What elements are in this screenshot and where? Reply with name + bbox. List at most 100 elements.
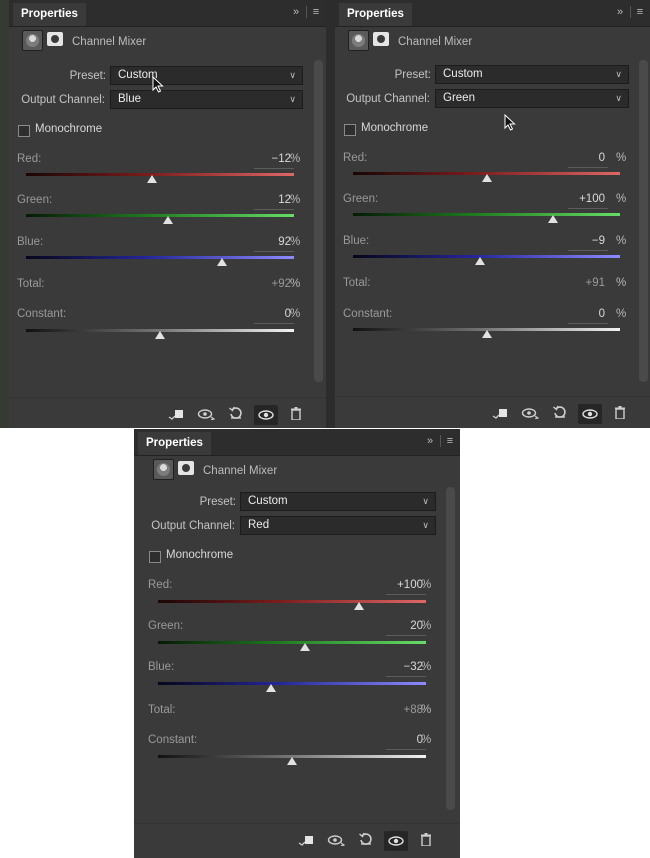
red-slider-thumb[interactable] — [482, 174, 492, 182]
channel-mixer-icon — [348, 30, 369, 51]
blue-value-input[interactable]: −32 — [403, 661, 423, 673]
panel-title: Channel Mixer — [398, 36, 473, 48]
view-previous-state-icon[interactable] — [324, 831, 348, 851]
vertical-scrollbar[interactable] — [639, 60, 648, 382]
clip-to-layer-icon[interactable] — [488, 404, 512, 424]
chevron-down-icon: ∨ — [289, 94, 296, 104]
blue-slider-track[interactable] — [158, 682, 426, 685]
constant-value-input[interactable]: 0 — [416, 734, 423, 746]
eye-icon[interactable] — [578, 404, 602, 424]
green-slider-thumb[interactable] — [548, 215, 558, 223]
blue-percent-sign: % — [290, 236, 301, 248]
green-slider-track[interactable] — [353, 213, 620, 216]
green-value-underline — [568, 208, 608, 209]
hamburger-menu-icon[interactable]: ≡ — [636, 6, 644, 18]
total-label: Total: — [148, 704, 176, 716]
red-slider-thumb[interactable] — [147, 175, 157, 183]
vertical-scrollbar[interactable] — [314, 60, 323, 382]
clip-to-layer-icon[interactable] — [294, 831, 318, 851]
constant-slider-thumb[interactable] — [287, 757, 297, 765]
double-chevron-right-icon[interactable]: » — [292, 6, 300, 18]
total-value: +88 — [403, 704, 423, 716]
view-previous-state-icon[interactable] — [518, 404, 542, 424]
hamburger-menu-icon[interactable]: ≡ — [446, 435, 454, 447]
blue-value-input[interactable]: −9 — [591, 235, 605, 247]
monochrome-checkbox[interactable] — [149, 551, 161, 563]
green-percent-sign: % — [290, 194, 301, 206]
reset-icon[interactable] — [354, 831, 378, 851]
output-channel-dropdown[interactable]: Blue ∨ — [110, 90, 303, 109]
reset-icon[interactable] — [548, 404, 572, 424]
red-value-underline — [568, 167, 608, 168]
green-value-input[interactable]: 12 — [278, 194, 291, 206]
green-slider-track[interactable] — [158, 641, 426, 644]
red-percent-sign: % — [290, 153, 301, 165]
layer-mask-icon[interactable] — [178, 461, 194, 475]
double-chevron-right-icon[interactable]: » — [426, 435, 434, 447]
output-channel-label: Output Channel: — [151, 520, 235, 532]
preset-dropdown[interactable]: Custom ∨ — [435, 65, 629, 84]
red-slider-thumb[interactable] — [354, 602, 364, 610]
total-value: +92 — [271, 278, 291, 290]
output-channel-dropdown[interactable]: Red ∨ — [240, 516, 436, 535]
constant-value-input[interactable]: 0 — [598, 308, 605, 320]
layer-mask-icon-hole — [51, 35, 59, 43]
reset-icon[interactable] — [224, 405, 248, 425]
output-channel-value: Green — [443, 92, 475, 104]
red-value-input[interactable]: 0 — [598, 152, 605, 164]
blue-slider-track[interactable] — [26, 256, 294, 259]
panel-tab-bar: Properties » ≡ — [9, 0, 326, 27]
eye-icon[interactable] — [384, 831, 408, 851]
layer-mask-icon[interactable] — [47, 32, 63, 46]
constant-slider-thumb[interactable] — [155, 331, 165, 339]
green-value-input[interactable]: +100 — [579, 193, 605, 205]
tab-bar-separator — [306, 6, 307, 18]
tab-properties[interactable]: Properties — [138, 432, 211, 455]
red-slider-track[interactable] — [158, 600, 426, 603]
chevron-down-icon: ∨ — [289, 70, 296, 80]
constant-slider-thumb[interactable] — [482, 330, 492, 338]
monochrome-checkbox[interactable] — [18, 125, 30, 137]
preset-value: Custom — [248, 495, 288, 507]
layer-mask-icon[interactable] — [373, 32, 389, 46]
preset-dropdown[interactable]: Custom ∨ — [240, 492, 436, 511]
blue-percent-sign: % — [421, 661, 432, 673]
monochrome-checkbox[interactable] — [344, 124, 356, 136]
green-slider-thumb[interactable] — [300, 643, 310, 651]
tab-properties[interactable]: Properties — [339, 3, 412, 26]
green-value-input[interactable]: 20 — [410, 620, 423, 632]
constant-slider-track[interactable] — [26, 329, 294, 332]
green-slider-thumb[interactable] — [163, 216, 173, 224]
green-slider-track[interactable] — [26, 214, 294, 217]
channel-mixer-icon — [22, 30, 43, 51]
blue-slider-thumb[interactable] — [475, 257, 485, 265]
trash-icon[interactable] — [284, 405, 308, 425]
constant-value-underline — [386, 749, 426, 750]
constant-value-input[interactable]: 0 — [284, 308, 291, 320]
view-previous-state-icon[interactable] — [194, 405, 218, 425]
blue-slider-track[interactable] — [353, 255, 620, 258]
preset-label: Preset: — [199, 496, 236, 508]
trash-icon[interactable] — [414, 831, 438, 851]
clip-to-layer-icon[interactable] — [164, 405, 188, 425]
trash-icon[interactable] — [608, 404, 632, 424]
hamburger-menu-icon[interactable]: ≡ — [312, 6, 320, 18]
eye-icon[interactable] — [254, 405, 278, 425]
panel-tab-bar: Properties » ≡ — [134, 429, 460, 456]
preset-dropdown[interactable]: Custom ∨ — [110, 66, 303, 85]
output-channel-dropdown[interactable]: Green ∨ — [435, 89, 629, 108]
total-percent-sign: % — [421, 704, 432, 716]
red-slider-track[interactable] — [26, 173, 294, 176]
constant-slider-track[interactable] — [158, 755, 426, 758]
double-chevron-right-icon[interactable]: » — [616, 6, 624, 18]
red-value-input[interactable]: +100 — [397, 579, 423, 591]
red-slider-track[interactable] — [353, 172, 620, 175]
output-channel-label: Output Channel: — [346, 93, 430, 105]
red-value-input[interactable]: −12 — [271, 153, 291, 165]
tab-properties[interactable]: Properties — [13, 3, 86, 26]
blue-value-input[interactable]: 92 — [278, 236, 291, 248]
constant-slider-track[interactable] — [353, 328, 620, 331]
vertical-scrollbar[interactable] — [446, 487, 455, 810]
blue-slider-thumb[interactable] — [217, 258, 227, 266]
blue-slider-thumb[interactable] — [266, 684, 276, 692]
